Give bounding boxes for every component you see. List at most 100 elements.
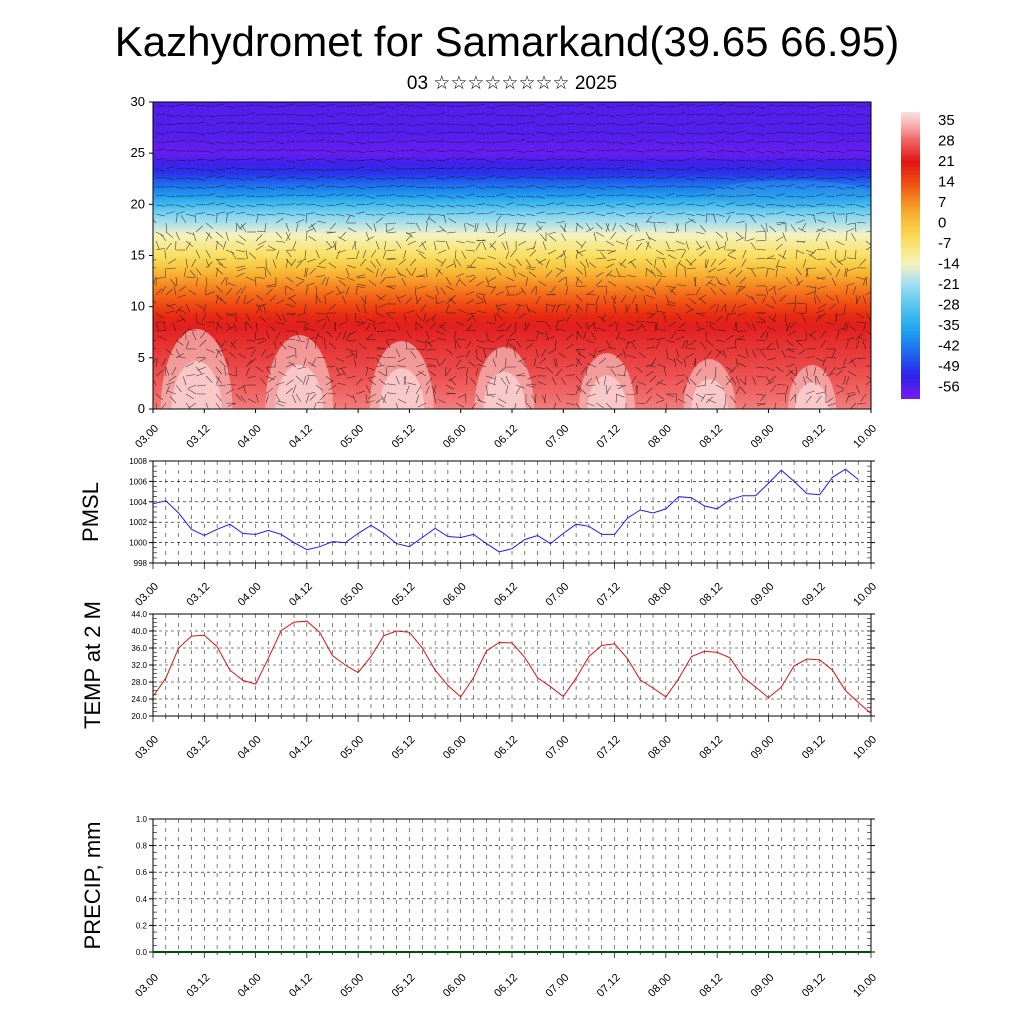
wind-barb <box>684 222 687 233</box>
wind-barb <box>465 324 473 332</box>
wind-barb <box>647 221 657 224</box>
wind-barb <box>295 168 305 171</box>
wind-barb <box>625 241 629 251</box>
wind-barb <box>595 167 606 170</box>
wind-barb <box>693 357 697 367</box>
wind-barb <box>295 213 305 216</box>
wind-barb <box>164 267 167 278</box>
colorbar-label: -42 <box>938 338 960 355</box>
precip-xtick-label: 03.00 <box>133 972 161 1000</box>
wind-barb <box>585 258 589 268</box>
wind-barb <box>255 245 264 251</box>
wind-barb <box>829 366 837 374</box>
wind-barb <box>157 276 167 279</box>
wind-barb <box>655 113 665 116</box>
wind-barb <box>515 386 521 395</box>
wind-barb <box>231 251 237 260</box>
wind-barb <box>695 286 701 296</box>
wind-barb <box>235 249 245 253</box>
wind-barb <box>675 103 685 107</box>
wind-barb <box>505 375 510 385</box>
wind-barb <box>415 249 425 254</box>
wind-barb <box>387 383 397 386</box>
wind-barb <box>575 321 583 329</box>
wind-barb <box>525 195 535 198</box>
wind-barb <box>267 285 277 288</box>
wind-barb <box>735 357 738 367</box>
wind-barb <box>428 370 437 377</box>
wind-barb <box>515 223 520 233</box>
wind-barb <box>297 366 307 370</box>
wind-barb <box>175 211 185 215</box>
wind-barb <box>421 242 427 251</box>
wind-barb <box>370 260 377 269</box>
wind-barb <box>219 360 227 368</box>
wind-barb <box>855 312 864 319</box>
wind-barb <box>455 339 461 349</box>
wind-barb <box>165 195 176 197</box>
wind-barb <box>235 167 246 170</box>
wind-barb <box>725 132 736 134</box>
wind-barb <box>555 304 560 314</box>
wind-barb <box>605 175 615 179</box>
wind-barb <box>708 303 717 310</box>
wind-barb <box>410 350 417 359</box>
wind-barb <box>325 140 336 143</box>
wind-barb <box>760 393 767 402</box>
wind-barb <box>227 402 237 407</box>
wind-barb <box>447 231 457 234</box>
wind-barb <box>645 241 650 251</box>
wind-barb <box>295 130 305 134</box>
wind-barb <box>585 303 596 305</box>
wind-barb <box>625 123 635 126</box>
wind-barb <box>205 375 213 383</box>
wind-barb <box>782 249 787 259</box>
wind-barb <box>445 263 455 269</box>
wind-barb <box>475 348 478 358</box>
wind-barb <box>195 312 198 323</box>
wind-barb <box>470 258 477 267</box>
wind-barb <box>671 330 677 339</box>
wind-barb <box>315 331 320 341</box>
wind-barb <box>535 225 543 233</box>
wind-barb <box>797 240 807 243</box>
wind-barb <box>610 231 617 240</box>
wind-barb <box>329 222 337 230</box>
wind-barb <box>395 130 405 134</box>
wind-barb <box>245 131 255 134</box>
wind-barb <box>603 295 607 305</box>
wind-barb <box>537 221 547 224</box>
wind-barb <box>615 363 625 368</box>
wind-barb <box>335 291 345 296</box>
wind-barb <box>215 168 225 171</box>
wind-barb <box>465 349 471 359</box>
wind-barb <box>850 359 857 368</box>
wind-barb <box>405 132 415 135</box>
wind-barb <box>153 357 157 365</box>
wind-barb <box>295 219 305 224</box>
wind-barb <box>275 250 280 260</box>
wind-barb <box>615 148 625 152</box>
wind-barb <box>487 255 497 260</box>
wind-barb <box>585 148 595 152</box>
wind-barb <box>245 168 255 171</box>
wind-barb <box>285 176 295 179</box>
wind-barb <box>335 132 345 136</box>
wind-barb <box>815 309 825 314</box>
wind-barb <box>489 240 497 248</box>
wind-barb <box>595 249 606 252</box>
wind-barb <box>455 213 466 215</box>
wind-barb <box>805 175 815 179</box>
wind-barb <box>274 357 277 367</box>
wind-barb <box>155 321 159 331</box>
wind-barb <box>292 384 297 394</box>
wind-barb <box>789 321 797 329</box>
wind-barb <box>215 114 225 117</box>
wind-barb <box>203 303 207 313</box>
wind-barb <box>255 338 265 341</box>
wind-barb <box>185 340 190 350</box>
wind-barb <box>751 295 757 305</box>
wind-barb <box>752 349 757 359</box>
ytick-label: 0.6 <box>136 868 148 877</box>
